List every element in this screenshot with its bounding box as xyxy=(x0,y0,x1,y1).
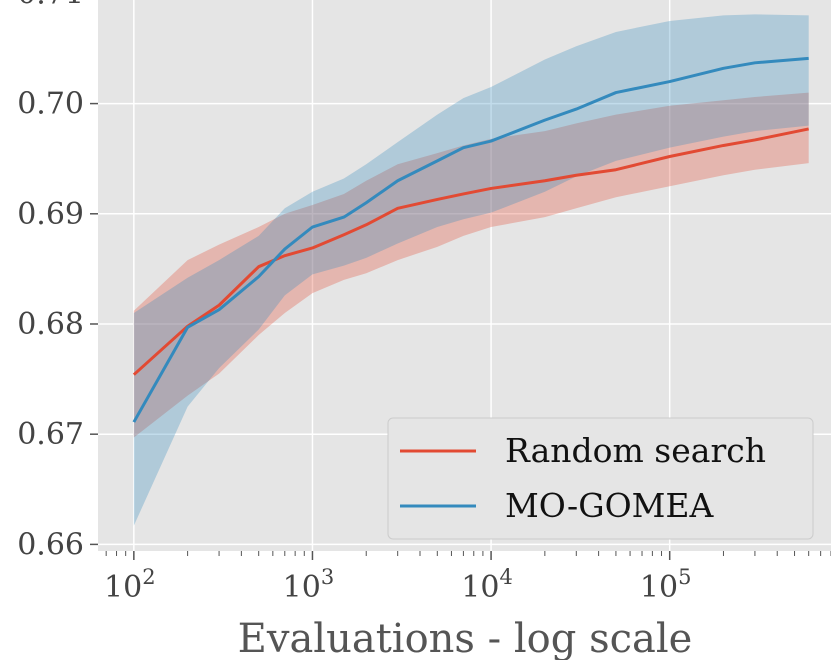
y-tick-label: 0.71 xyxy=(17,0,84,11)
x-tick-label: 102 xyxy=(104,565,156,605)
x-axis-label: Evaluations - log scale xyxy=(238,616,693,660)
legend: Random search MO-GOMEA xyxy=(387,417,814,540)
x-tick-label: 105 xyxy=(640,565,692,605)
x-minor-ticks xyxy=(105,551,831,556)
y-axis-ticks: 0.66 0.67 0.68 0.69 0.70 0.71 xyxy=(17,0,98,562)
y-tick-label: 0.66 xyxy=(17,527,84,562)
line-random-search xyxy=(132,127,809,376)
y-tick-label: 0.68 xyxy=(17,307,84,342)
legend-frame xyxy=(387,417,814,540)
legend-label-mo-gomea: MO-GOMEA xyxy=(505,486,714,525)
x-axis-ticks: 102 103 104 105 xyxy=(104,551,691,605)
line-mo-gomea xyxy=(132,56,809,423)
series-lines xyxy=(132,56,809,423)
legend-label-random-search: Random search xyxy=(505,431,766,470)
y-tick-label: 0.70 xyxy=(17,87,84,122)
y-tick-label: 0.67 xyxy=(17,417,84,452)
band-mo-gomea xyxy=(133,14,809,526)
x-tick-label: 104 xyxy=(461,565,513,605)
confidence-bands xyxy=(133,14,809,526)
x-tick-label: 103 xyxy=(283,565,335,605)
y-tick-label: 0.69 xyxy=(17,197,84,232)
band-random-search xyxy=(133,92,809,438)
